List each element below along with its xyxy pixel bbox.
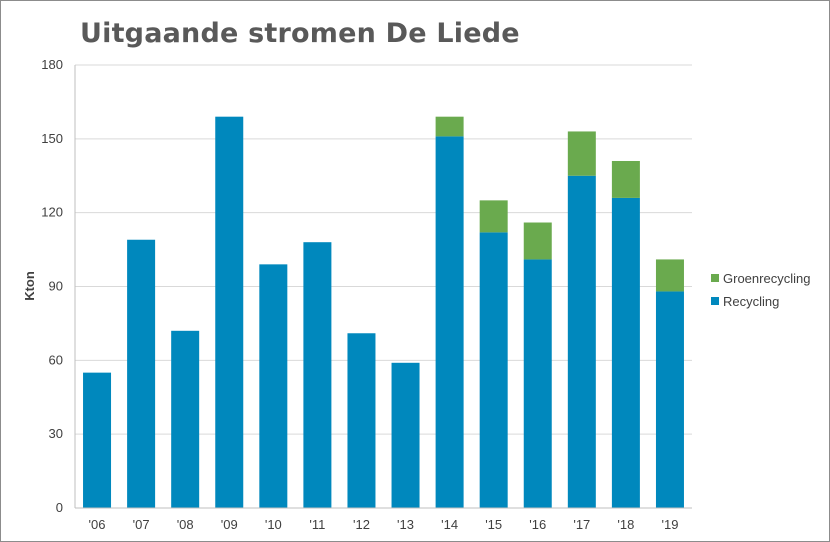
bar-recycling [523,259,552,508]
x-tick-label: '11 [309,517,325,532]
bar-groenrecycling [479,200,508,233]
y-tick-labels: 0 30 60 90 120 150 180 [41,57,63,515]
bar-recycling [347,333,376,508]
x-tick-labels: '06 '07 '08 '09 '10 '11 '12 '13 '14 '15 '16 '17 '18 '… [89,517,679,532]
x-tick-label: '09 [221,517,238,532]
legend-swatch [711,274,719,282]
y-tick-label: 180 [41,57,63,72]
bar-recycling [391,362,420,508]
bar-recycling [655,291,684,508]
bar-recycling [259,264,288,508]
x-tick-label: '15 [485,517,502,532]
bar-recycling [83,372,112,508]
bar-groenrecycling [567,131,596,176]
bar-recycling [567,175,596,508]
bar-recycling [127,239,156,508]
x-tick-label: '18 [617,517,634,532]
bar-groenrecycling [523,222,552,260]
x-tick-label: '08 [177,517,194,532]
bar-groenrecycling [435,116,464,137]
x-tick-label: '14 [441,517,458,532]
legend-label: Recycling [723,294,779,309]
bars [83,116,684,508]
y-tick-label: 90 [49,279,63,294]
x-tick-label: '06 [89,517,106,532]
y-tick-label: 0 [56,500,63,515]
x-tick-label: '13 [397,517,414,532]
bar-recycling [171,330,200,508]
axes [74,65,692,509]
bar-recycling [479,232,508,508]
legend-swatch [711,297,719,305]
bar-groenrecycling [655,259,684,292]
y-tick-label: 60 [49,352,63,367]
y-axis-label: Kton [22,271,37,301]
x-tick-label: '10 [265,517,282,532]
bar-recycling [303,242,332,508]
x-tick-label: '12 [353,517,370,532]
bar-recycling [215,116,244,508]
x-tick-label: '16 [529,517,546,532]
gridlines [75,64,692,435]
legend: Groenrecycling Recycling [711,271,810,309]
chart-title: Uitgaande stromen De Liede [80,18,520,49]
legend-label: Groenrecycling [723,271,810,286]
y-tick-label: 30 [49,426,63,441]
bar-groenrecycling [611,160,640,198]
x-tick-label: '17 [573,517,590,532]
bar-recycling [435,136,464,508]
x-tick-label: '07 [133,517,150,532]
y-tick-label: 150 [41,131,63,146]
bar-recycling [611,197,640,508]
y-tick-label: 120 [41,205,63,220]
x-tick-label: '19 [661,517,678,532]
